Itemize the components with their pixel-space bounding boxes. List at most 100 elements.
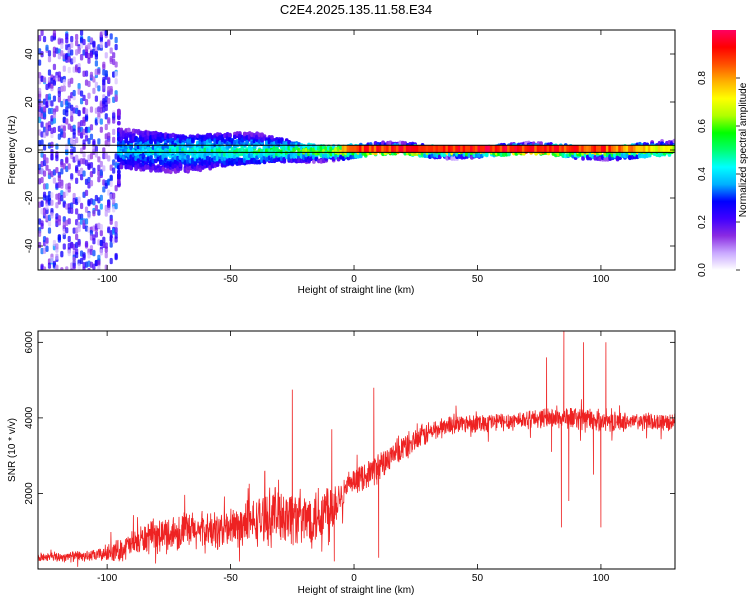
spectrogram-band-cell (600, 145, 604, 153)
spectrogram-band-cell (467, 145, 471, 153)
spectrogram-cell (57, 133, 61, 140)
spectrogram-cell (94, 95, 98, 102)
spectrogram-cell (77, 225, 81, 233)
spectrogram-cell (77, 213, 81, 221)
spectrogram-cell (62, 243, 66, 250)
spectrogram-cell (67, 249, 71, 257)
spectrogram-band-cell (430, 145, 434, 153)
spectrogram-band-cell (363, 145, 367, 153)
spectrogram-band-cell (558, 145, 562, 153)
spectrogram-cell (117, 115, 121, 121)
spectrogram-cell (82, 266, 86, 270)
spectrogram-cell (62, 216, 66, 223)
spectrogram-cell (60, 190, 64, 197)
spectrogram-band-cell (487, 145, 491, 153)
spectrogram-band (38, 144, 675, 153)
spectrogram-band-cell (482, 145, 486, 153)
spectrogram-cell (107, 155, 111, 162)
spectrogram-cell (70, 242, 74, 249)
spectrogram-cell (99, 41, 103, 49)
spectrogram-cell (104, 204, 108, 212)
spectrogram-cell (79, 30, 84, 36)
spectrogram-cell (99, 194, 103, 202)
spectrogram-cell (191, 138, 195, 144)
spectrogram-cell (84, 98, 89, 106)
colorbar-ticks: 0.0 0.2 0.4 0.6 0.8 (697, 71, 740, 277)
spectrogram-cell (79, 119, 84, 127)
spectrogram-cell (109, 193, 113, 200)
spectrogram-cell (109, 85, 113, 93)
spectrogram-band-cell (516, 145, 520, 153)
spectrogram-cell (87, 267, 91, 270)
spectrogram-cell (79, 132, 84, 139)
snr-xlabel: Height of straight line (km) (298, 585, 415, 596)
spectrogram-band-cell (534, 145, 538, 153)
spectrogram-cell (79, 213, 84, 220)
spectrogram-cell (94, 53, 98, 60)
spectrogram-cell (70, 137, 74, 145)
spectrogram-cell (75, 49, 79, 56)
spectrogram-band-cell (613, 145, 617, 153)
spectrogram-xtick-label: -50 (223, 274, 238, 285)
spectrogram-cell (84, 135, 89, 142)
spectrogram-cell (114, 227, 118, 234)
spectrogram-ytick-label: 20 (24, 96, 35, 108)
spectrogram-cell (52, 239, 57, 247)
spectrogram-cell (67, 95, 71, 102)
spectrogram-band-cell (623, 145, 627, 153)
spectrogram-cell (62, 108, 66, 116)
spectrogram-band-cell (576, 145, 580, 153)
spectrogram-cell (114, 36, 118, 44)
spectrogram-band-cell (489, 145, 493, 153)
spectrogram-cell (109, 218, 113, 225)
spectrogram-cell (62, 228, 66, 235)
spectrogram-cell (40, 107, 44, 114)
spectrogram-cell (104, 251, 108, 259)
spectrogram-cell (84, 159, 89, 166)
spectrogram-cell (47, 168, 52, 176)
spectrogram-cell (92, 48, 96, 55)
spectrogram-band-cell (391, 145, 395, 153)
spectrogram-cell (75, 136, 79, 144)
spectrogram-xtick-label: 50 (472, 274, 484, 285)
spectrogram-cell (79, 257, 84, 265)
spectrogram-cell (62, 191, 66, 199)
spectrogram-cell (57, 192, 61, 200)
spectrogram-cell (114, 94, 118, 101)
spectrogram-cell (42, 76, 47, 83)
spectrogram-cell (60, 250, 64, 258)
spectrogram-cell (55, 167, 59, 174)
spectrogram-cell (70, 41, 74, 49)
spectrogram-cell (112, 136, 116, 144)
spectrogram-band-cell (408, 145, 412, 153)
spectrogram-cell (79, 202, 84, 210)
spectrogram-cell (92, 249, 96, 257)
spectrogram-cell (114, 185, 118, 192)
spectrogram-cell (104, 242, 108, 249)
spectrogram-cell (40, 247, 44, 255)
spectrogram-cell (47, 56, 52, 63)
spectrogram-cell (42, 159, 47, 167)
spectrogram-cell (89, 153, 94, 160)
spectrogram-cell (89, 171, 94, 178)
spectrogram-cell (42, 131, 47, 139)
spectrogram-band-cell (652, 145, 656, 153)
spectrogram-cell (99, 224, 103, 231)
spectrogram-cell (60, 100, 64, 108)
spectrogram-cell (129, 165, 134, 171)
spectrogram-band-cell (433, 145, 437, 153)
spectrogram-cell (77, 88, 81, 95)
spectrogram-cell (77, 129, 81, 136)
spectrogram-band-cell (583, 145, 587, 153)
spectrogram-cell (89, 162, 94, 169)
spectrogram-cell (55, 264, 59, 270)
spectrogram-band-cell (615, 145, 619, 153)
spectrogram-cell (99, 107, 103, 114)
spectrogram-cell (84, 51, 89, 59)
colorbar-tick-label: 0.0 (697, 263, 708, 277)
spectrogram-band-cell (504, 145, 508, 153)
spectrogram-cell (102, 152, 106, 160)
spectrogram-band-cell (578, 145, 582, 153)
snr-xtick-label: 0 (351, 573, 357, 584)
